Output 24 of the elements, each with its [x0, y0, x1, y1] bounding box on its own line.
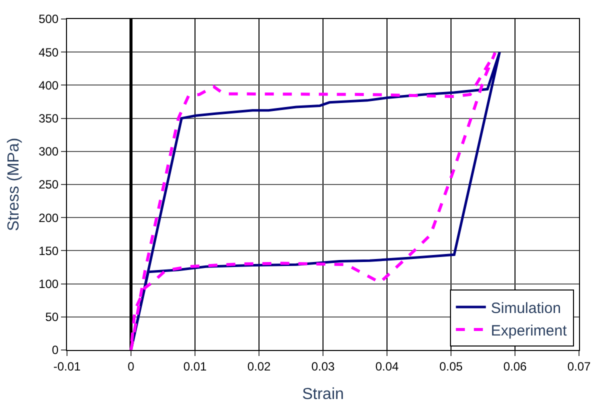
- y-tick-label: 200: [38, 210, 59, 225]
- y-axis-title: Stress (MPa): [5, 138, 22, 232]
- x-axis-title: Strain: [302, 386, 344, 404]
- y-tick-label: 450: [38, 45, 59, 60]
- x-tick-label: 0.05: [439, 359, 463, 374]
- y-tick-label: 250: [38, 178, 59, 192]
- y-tick-label: 100: [38, 277, 59, 291]
- x-tick-label: 0.02: [247, 359, 271, 374]
- y-tick-label: 150: [38, 244, 59, 258]
- x-tick-label: 0: [128, 359, 135, 374]
- legend-label: Simulation: [490, 300, 561, 317]
- x-tick-label: 0.03: [311, 359, 335, 374]
- x-tick-label: 0.04: [375, 359, 399, 374]
- y-tick-label: 300: [38, 144, 59, 159]
- y-tick-label: 50: [45, 310, 59, 324]
- y-tick-label: 500: [38, 12, 59, 26]
- x-tick-label: 0.06: [503, 359, 527, 374]
- y-tick-label: 350: [38, 112, 59, 126]
- legend-label: Experiment: [490, 322, 568, 340]
- y-tick-label: 400: [38, 78, 59, 92]
- x-tick-label: 0.01: [183, 359, 207, 374]
- x-tick-label: -0.01: [53, 359, 81, 374]
- x-tick-label: 0.07: [567, 359, 591, 374]
- y-tick-label: 0: [52, 343, 59, 358]
